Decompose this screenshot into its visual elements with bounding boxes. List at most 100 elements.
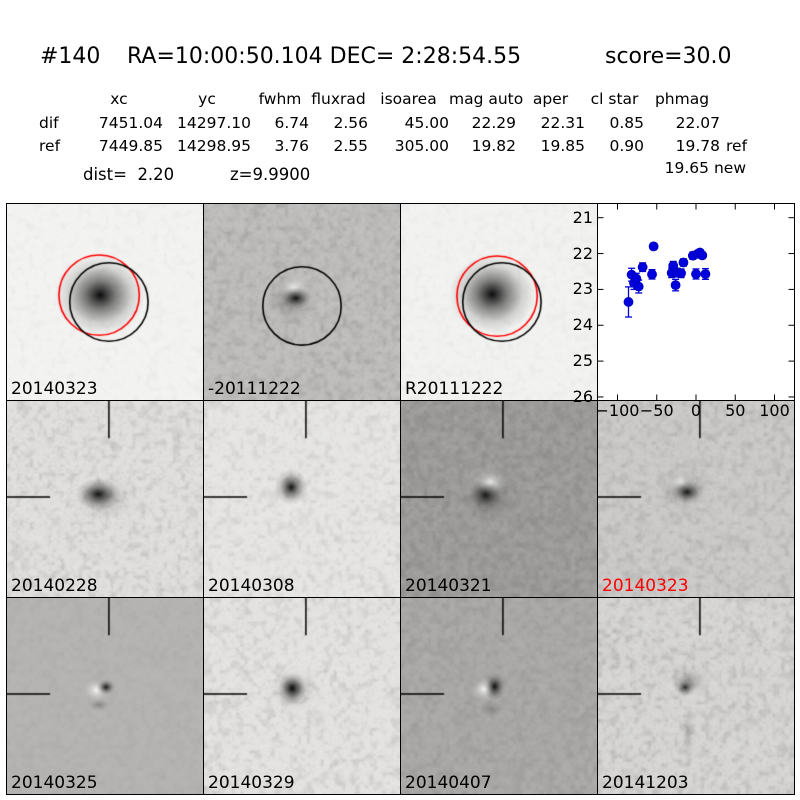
cutout-date-label: 20140407: [405, 775, 492, 792]
lightcurve-point: [624, 297, 633, 306]
lightcurve-point: [676, 269, 685, 278]
cutout-image: [401, 401, 597, 597]
y-tick-label: 23: [573, 280, 593, 298]
y-tick-label: 21: [573, 209, 593, 227]
lightcurve-point: [649, 242, 658, 251]
cutout-image: [598, 598, 794, 794]
cutout-image: [401, 204, 597, 400]
cutout-diff-20140323: 20140323: [597, 400, 795, 598]
lightcurve-point: [701, 269, 710, 278]
col-header-cl-star: cl star: [585, 88, 644, 112]
dif-fluxrad: 2.56: [309, 112, 368, 136]
dif-mag-auto: 22.29: [449, 112, 516, 136]
cutout-diff-20140325: 20140325: [6, 597, 204, 795]
candidate-coordinates: RA=10:00:50.104 DEC= 2:28:54.55: [127, 44, 521, 69]
ref-aper: 19.85: [516, 135, 585, 159]
col-header-mag-auto: mag auto: [449, 88, 516, 112]
cutout-diff-neg-20111222: -20111222: [203, 203, 401, 401]
candidate-id: #140: [40, 44, 100, 69]
cutout-image: [7, 204, 203, 400]
photometry-table: xc yc fwhm fluxrad isoarea mag auto aper…: [28, 88, 778, 159]
ref-isoarea: 305.00: [368, 135, 449, 159]
cutout-ref-20111222: R20111222: [400, 203, 598, 401]
lightcurve-canvas: [598, 204, 794, 400]
ref-cl-star: 0.90: [585, 135, 644, 159]
lightcurve-plot: 21 22 23 24 25 26 −100 −50 0 50 100: [597, 203, 795, 401]
col-header-xc: xc: [75, 88, 163, 112]
cutout-image: [7, 598, 203, 794]
cutout-new-20140323: 20140323: [6, 203, 204, 401]
cutout-diff-20140407: 20140407: [400, 597, 598, 795]
y-tick-label: 22: [573, 245, 593, 263]
cutout-diff-20140329: 20140329: [203, 597, 401, 795]
cutout-image: [204, 598, 400, 794]
ref-mag-auto: 19.82: [449, 135, 516, 159]
cutout-image: [204, 401, 400, 597]
ref-fluxrad: 2.55: [309, 135, 368, 159]
cutout-date-label: 20141203: [602, 775, 689, 792]
dif-suffix: [720, 112, 778, 136]
dif-isoarea: 45.00: [368, 112, 449, 136]
cutout-date-label: 20140308: [208, 578, 295, 595]
cutout-date-label: 20140325: [11, 775, 98, 792]
dif-fwhm: 6.74: [251, 112, 309, 136]
col-header-aper: aper: [516, 88, 585, 112]
dif-phmag: 22.07: [644, 112, 720, 136]
col-header-fwhm: fwhm: [251, 88, 309, 112]
cutout-image: [401, 598, 597, 794]
cutout-date-label: 20140228: [11, 578, 98, 595]
ref-fwhm: 3.76: [251, 135, 309, 159]
dif-xc: 7451.04: [75, 112, 163, 136]
col-header-fluxrad: fluxrad: [309, 88, 368, 112]
new-phmag-value: 19.65 new: [600, 159, 746, 177]
cutout-image: [7, 401, 203, 597]
cutout-diff-20140228: 20140228: [6, 400, 204, 598]
row-label: ref: [28, 135, 75, 159]
lightcurve-point: [638, 263, 647, 272]
ref-xc: 7449.85: [75, 135, 163, 159]
ref-suffix: ref: [720, 135, 778, 159]
photometry-header-row: xc yc fwhm fluxrad isoarea mag auto aper…: [28, 88, 778, 112]
dif-yc: 14297.10: [163, 112, 251, 136]
col-header-phmag: phmag: [644, 88, 720, 112]
lightcurve-point: [691, 269, 700, 278]
cutout-date-label: 20140329: [208, 775, 295, 792]
ref-yc: 14298.95: [163, 135, 251, 159]
cutout-image: [204, 204, 400, 400]
x-tick-label: 0: [691, 402, 701, 420]
cutout-diff-20141203: 20141203: [597, 597, 795, 795]
header-spacer: [28, 88, 75, 112]
x-tick-label: −50: [640, 402, 674, 420]
cutout-diff-20140321: 20140321: [400, 400, 598, 598]
x-tick-label: 50: [725, 402, 745, 420]
cutout-date-label: 20140323: [11, 381, 98, 398]
col-header-isoarea: isoarea: [368, 88, 449, 112]
ref-phmag: 19.78: [644, 135, 720, 159]
cutout-date-label: -20111222: [208, 381, 301, 398]
lightcurve-point: [679, 258, 688, 267]
candidate-inspection-figure: #140 RA=10:00:50.104 DEC= 2:28:54.55 sco…: [0, 0, 800, 800]
cutout-image: [598, 401, 794, 597]
lightcurve-point: [671, 280, 680, 289]
cutout-date-label: 20140321: [405, 578, 492, 595]
col-header-yc: yc: [163, 88, 251, 112]
photometry-row-dif: dif 7451.04 14297.10 6.74 2.56 45.00 22.…: [28, 112, 778, 136]
dif-cl-star: 0.85: [585, 112, 644, 136]
y-tick-label: 24: [573, 316, 593, 334]
lightcurve-point: [698, 251, 707, 260]
cutout-diff-20140308: 20140308: [203, 400, 401, 598]
y-tick-label: 26: [573, 388, 593, 406]
dif-aper: 22.31: [516, 112, 585, 136]
candidate-score: score=30.0: [605, 44, 732, 69]
photometry-row-ref: ref 7449.85 14298.95 3.76 2.55 305.00 19…: [28, 135, 778, 159]
y-tick-label: 25: [573, 352, 593, 370]
lightcurve-point: [634, 282, 643, 291]
cutout-date-label-highlighted: 20140323: [602, 578, 689, 595]
x-tick-label: −100: [596, 402, 640, 420]
row-label: dif: [28, 112, 75, 136]
x-tick-label: 100: [759, 402, 790, 420]
dist-value: dist= 2.20: [83, 165, 174, 184]
lightcurve-point: [647, 270, 656, 279]
cutout-date-label: R20111222: [405, 381, 503, 398]
redshift-value: z=9.9900: [230, 165, 310, 184]
